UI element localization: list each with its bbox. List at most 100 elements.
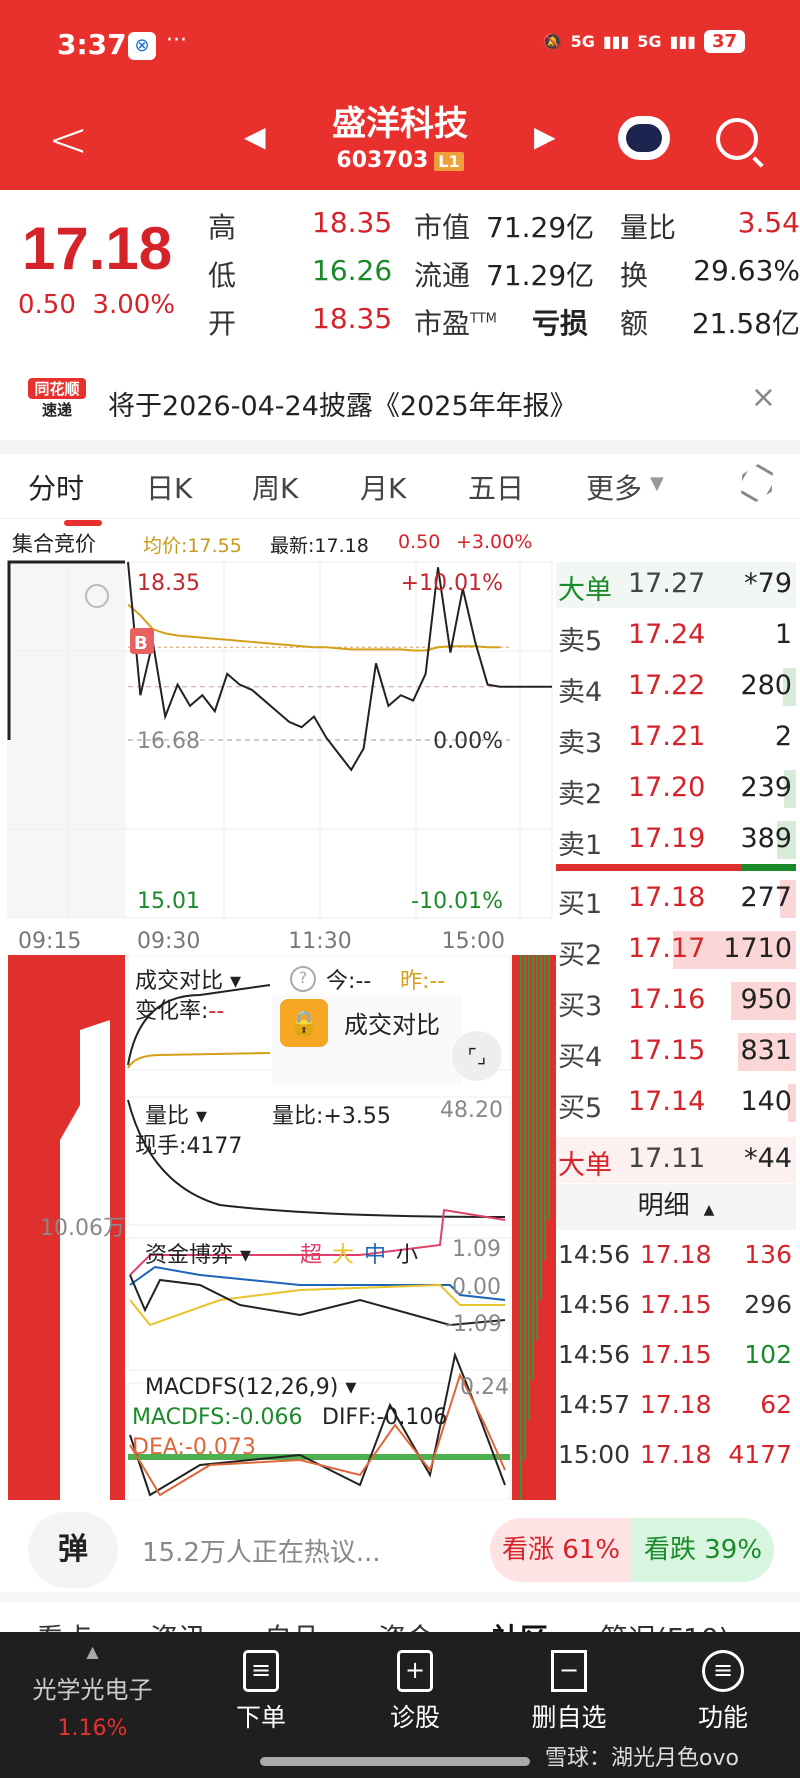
ob-price: 17.15: [628, 1035, 706, 1066]
ob-volume: 277: [740, 882, 792, 913]
quote-value: 29.63%: [693, 254, 800, 287]
ob-price: 17.19: [628, 823, 706, 854]
robot-assistant-icon[interactable]: [618, 116, 670, 160]
order-icon: ≡: [243, 1650, 279, 1692]
indicator-panel: [127, 1096, 511, 1226]
lock-label: 成交对比: [344, 1011, 440, 1039]
bottom-toolbar: ▲ 光学光电子 1.16% ≡ 下单 + 诊股 − 删自选 ≡ 功能 雪球：湖光月色ov…: [0, 1632, 800, 1778]
turnover-yesterday-line: [127, 1052, 271, 1069]
ask-row[interactable]: 卖5 17.24 1: [556, 613, 796, 659]
tab-2[interactable]: 周K: [252, 472, 299, 505]
sector-name[interactable]: 光学光电子: [32, 1676, 153, 1704]
diagnose-button[interactable]: + 诊股: [360, 1650, 470, 1734]
remove-watchlist-button[interactable]: − 删自选: [514, 1650, 624, 1734]
ob-volume: 950: [740, 984, 792, 1015]
next-stock-icon[interactable]: ▶: [534, 120, 556, 153]
discussion-count[interactable]: 15.2万人正在热议...: [142, 1538, 381, 1568]
intraday-chart[interactable]: B 18.35 16.68 15.01 +10.01% 0.00% -10.01% 09:15…: [0, 560, 556, 955]
active-tab-indicator: [64, 520, 102, 526]
tick-time: 14:56: [558, 1240, 631, 1269]
order-button[interactable]: ≡ 下单: [206, 1650, 316, 1734]
content-tab-5[interactable]: 简况(F10): [600, 1617, 730, 1635]
panel1-title[interactable]: 成交对比 ▾: [135, 969, 242, 994]
ttm-sup: TTM: [470, 311, 497, 327]
big-sell-order[interactable]: 大单 17.27 *79: [556, 562, 796, 608]
bullish-button[interactable]: 看涨 61%: [490, 1518, 632, 1582]
help-icon[interactable]: ?: [290, 966, 316, 992]
ask-row[interactable]: 卖4 17.22 280: [556, 664, 796, 710]
quote-label: 低: [208, 259, 237, 292]
expand-icon[interactable]: ⌜⌟: [452, 1031, 502, 1081]
danmaku-toggle[interactable]: 弹: [28, 1512, 118, 1588]
yesterday-value: 昨:--: [400, 969, 446, 994]
volume-bar: [731, 982, 796, 1020]
panel2-max: 48.20: [440, 1098, 503, 1123]
order-book: 大单 17.27 *79 卖5 17.24 1 卖4 17.22 280 卖3 17.21 2 卖2 17…: [556, 562, 800, 1472]
tick-volume: 62: [760, 1390, 792, 1419]
sector-pct: 1.16%: [57, 1716, 128, 1741]
tab-5[interactable]: 更多: [586, 472, 643, 505]
quote-value: 21.58亿: [691, 307, 800, 340]
rate-text: 变化率:: [135, 999, 209, 1024]
quote-value: 18.35: [312, 206, 393, 239]
quote-label: 高: [208, 211, 237, 244]
tab-3[interactable]: 月K: [360, 472, 407, 505]
price-change: 0.50 3.00%: [18, 290, 175, 320]
content-tab-0[interactable]: 看点: [36, 1617, 92, 1635]
ask-row[interactable]: 卖1 17.19 389: [556, 817, 796, 863]
big-buy-order[interactable]: 大单 17.11 *44: [556, 1137, 796, 1183]
ob-price: 17.18: [628, 882, 706, 913]
tab-0[interactable]: 分时: [28, 472, 85, 505]
close-icon[interactable]: ×: [750, 380, 776, 415]
panel4-top: 0.24: [460, 1375, 509, 1400]
mute-icon: 🔕: [542, 32, 563, 51]
volume-gap: [60, 1020, 110, 1500]
expand-up-icon[interactable]: ▲: [86, 1642, 99, 1661]
bid-row[interactable]: 买2 17.17 1710: [556, 927, 796, 973]
detail-toggle[interactable]: 明细 ▲: [556, 1184, 796, 1230]
bid-row[interactable]: 买1 17.18 277: [556, 876, 796, 922]
search-icon[interactable]: [716, 118, 758, 160]
volume-bar-green: [532, 955, 534, 1380]
tab-4[interactable]: 五日: [468, 472, 525, 505]
content-tab-1[interactable]: 资讯: [150, 1617, 206, 1635]
diff-value: DIFF:-0.106: [322, 1405, 448, 1430]
bid-row[interactable]: 买3 17.16 950: [556, 978, 796, 1024]
tick-row: 14:57 17.18 62: [556, 1384, 796, 1434]
buy-marker-icon[interactable]: [130, 627, 154, 654]
stock-code: 603703 L1: [0, 148, 800, 173]
bid-row[interactable]: 买4 17.15 831: [556, 1029, 796, 1075]
menu-icon: ≡: [702, 1650, 744, 1692]
function-button[interactable]: ≡ 功能: [668, 1650, 778, 1734]
notice-text: 将于2026-04-24披露《2025年年报》: [108, 391, 577, 422]
content-tab-4[interactable]: 社区: [492, 1617, 548, 1635]
ask-row[interactable]: 卖3 17.21 2: [556, 715, 796, 761]
ask-row[interactable]: 卖2 17.20 239: [556, 766, 796, 812]
quote-label-text: 流通: [414, 259, 471, 292]
help-icon[interactable]: [85, 584, 109, 608]
avg-price: 均价:17.55: [143, 535, 242, 557]
panel2-title[interactable]: 量比 ▾: [145, 1104, 208, 1129]
level-badge: L1: [434, 152, 464, 171]
tab-1[interactable]: 日K: [146, 472, 193, 505]
content-tab-2[interactable]: 自品: [264, 1617, 320, 1635]
avg-price-line: [127, 603, 500, 652]
quote-label: 流通: [414, 254, 470, 294]
ob-volume: *79: [744, 568, 792, 599]
panel3-mid: 0.00: [452, 1275, 501, 1300]
notice-bar[interactable]: 同花顺 速递 将于2026-04-24披露《2025年年报》 ×: [0, 368, 800, 438]
bid-row[interactable]: 买5 17.14 140: [556, 1080, 796, 1126]
quote-label: 市盈TTM: [414, 302, 497, 342]
content-tab-3[interactable]: 资金: [378, 1617, 434, 1635]
ob-volume: *44: [744, 1143, 792, 1174]
status-time: 3:37: [57, 28, 127, 61]
prev-stock-icon[interactable]: ◀: [244, 120, 266, 153]
back-icon[interactable]: <: [48, 112, 89, 168]
tick-volume: 296: [744, 1290, 792, 1319]
panel4-title[interactable]: MACDFS(12,26,9) ▾: [145, 1375, 357, 1400]
bearish-button[interactable]: 看跌 39%: [632, 1518, 774, 1582]
function-label: 功能: [697, 1703, 748, 1732]
locked-overlay[interactable]: 🔒 成交对比 ⌜⌟: [272, 995, 502, 1085]
volume-bar-green: [544, 955, 546, 1260]
panel3-title[interactable]: 资金博弈 ▾: [145, 1243, 252, 1268]
